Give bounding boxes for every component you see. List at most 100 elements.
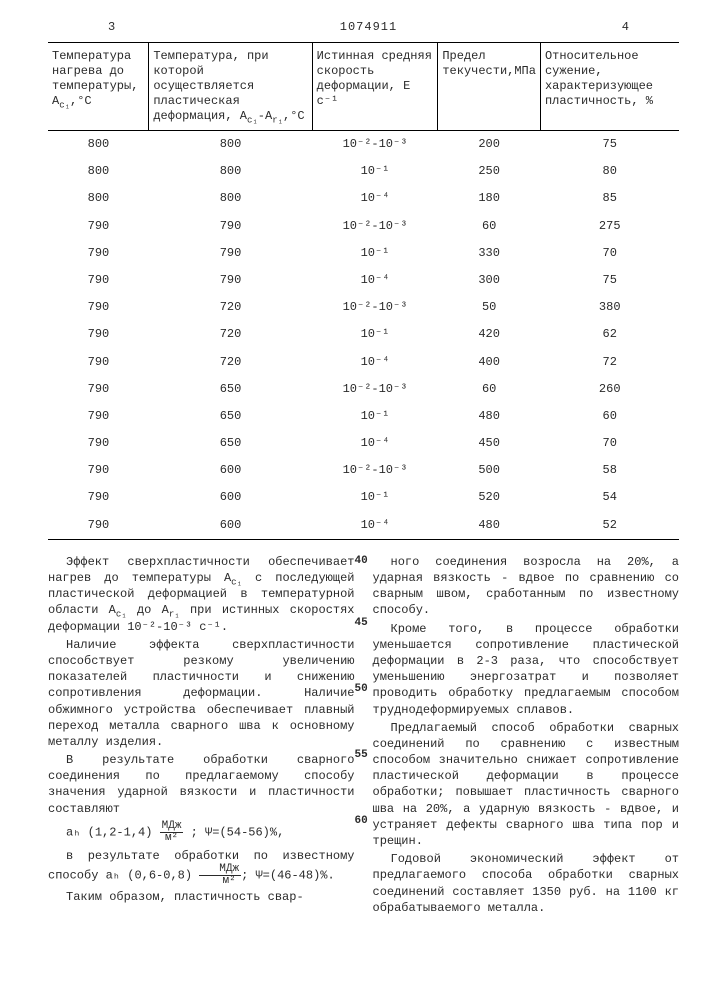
table-cell: 180	[438, 185, 541, 212]
table-cell: 80	[540, 158, 679, 185]
table-cell: 790	[48, 403, 149, 430]
table-cell: 330	[438, 240, 541, 267]
left-column: Эффект сверхпластичности обеспечивает на…	[48, 554, 355, 918]
table-cell: 790	[149, 240, 312, 267]
table-cell: 790	[48, 294, 149, 321]
table-cell: 60	[438, 376, 541, 403]
table-cell: 10⁻¹	[312, 484, 438, 511]
table-cell: 10⁻²-10⁻³	[312, 131, 438, 159]
paragraph: в результате обработки по известному спо…	[48, 848, 355, 887]
left-page-number: 3	[108, 20, 115, 34]
table-cell: 600	[149, 484, 312, 511]
table-cell: 790	[48, 430, 149, 457]
table-cell: 70	[540, 430, 679, 457]
table-cell: 600	[149, 457, 312, 484]
table-row: 80080010⁻⁴18085	[48, 185, 679, 212]
table-row: 79079010⁻²-10⁻³60275	[48, 213, 679, 240]
table-row: 79072010⁻²-10⁻³50380	[48, 294, 679, 321]
table-cell: 800	[48, 131, 149, 159]
table-header: Температура нагрева до температуры, Aс₁,…	[48, 43, 149, 131]
table-cell: 420	[438, 321, 541, 348]
table-cell: 790	[149, 267, 312, 294]
table-cell: 50	[438, 294, 541, 321]
table-cell: 800	[149, 185, 312, 212]
table-cell: 10⁻⁴	[312, 185, 438, 212]
table-row: 79060010⁻¹52054	[48, 484, 679, 511]
table-cell: 72	[540, 349, 679, 376]
table-cell: 520	[438, 484, 541, 511]
table-cell: 300	[438, 267, 541, 294]
table-cell: 720	[149, 294, 312, 321]
table-cell: 10⁻⁴	[312, 512, 438, 540]
table-cell: 10⁻¹	[312, 403, 438, 430]
right-column: 40 45 50 55 60 ного соединения возросла …	[373, 554, 680, 918]
patent-number: 1074911	[115, 20, 622, 34]
table-header: Предел текучести,МПа	[438, 43, 541, 131]
table-cell: 790	[48, 457, 149, 484]
table-cell: 790	[48, 484, 149, 511]
table-cell: 800	[48, 158, 149, 185]
table-cell: 800	[149, 158, 312, 185]
line-number: 40	[355, 554, 368, 569]
table-cell: 600	[149, 512, 312, 540]
table-cell: 10⁻²-10⁻³	[312, 213, 438, 240]
table-cell: 790	[48, 321, 149, 348]
table-cell: 200	[438, 131, 541, 159]
table-cell: 800	[149, 131, 312, 159]
table-cell: 260	[540, 376, 679, 403]
table-cell: 10⁻²-10⁻³	[312, 457, 438, 484]
paragraph: ного соединения возросла на 20%, а ударн…	[373, 554, 680, 619]
table-cell: 650	[149, 403, 312, 430]
body-text: Эффект сверхпластичности обеспечивает на…	[48, 554, 679, 918]
paragraph: Наличие эффекта сверхпластичности способ…	[48, 637, 355, 750]
table-row: 79060010⁻²-10⁻³50058	[48, 457, 679, 484]
table-cell: 480	[438, 403, 541, 430]
table-cell: 54	[540, 484, 679, 511]
table-cell: 500	[438, 457, 541, 484]
paragraph: Кроме того, в процессе обработки уменьша…	[373, 621, 680, 718]
table-cell: 480	[438, 512, 541, 540]
table-cell: 380	[540, 294, 679, 321]
table-cell: 790	[48, 267, 149, 294]
line-number: 45	[355, 616, 368, 631]
table-cell: 10⁻¹	[312, 158, 438, 185]
table-cell: 10⁻⁴	[312, 430, 438, 457]
table-row: 79072010⁻⁴40072	[48, 349, 679, 376]
table-row: 79079010⁻⁴30075	[48, 267, 679, 294]
table-cell: 790	[48, 349, 149, 376]
table-cell: 10⁻²-10⁻³	[312, 376, 438, 403]
table-cell: 250	[438, 158, 541, 185]
table-row: 79079010⁻¹33070	[48, 240, 679, 267]
table-header: Температура, при которой осуществляется …	[149, 43, 312, 131]
table-cell: 75	[540, 131, 679, 159]
table-row: 80080010⁻¹25080	[48, 158, 679, 185]
table-cell: 75	[540, 267, 679, 294]
table-cell: 10⁻²-10⁻³	[312, 294, 438, 321]
right-page-number: 4	[622, 20, 629, 34]
table-cell: 10⁻¹	[312, 321, 438, 348]
table-cell: 60	[438, 213, 541, 240]
line-number: 50	[355, 682, 368, 697]
table-header: Истинная средняя скорость деформации, Е …	[312, 43, 438, 131]
table-row: 79072010⁻¹42062	[48, 321, 679, 348]
table-cell: 275	[540, 213, 679, 240]
table-cell: 790	[48, 213, 149, 240]
paragraph: Предлагаемый способ обработки сварных со…	[373, 720, 680, 850]
table-row: 79060010⁻⁴48052	[48, 512, 679, 540]
table-cell: 790	[48, 512, 149, 540]
table-cell: 720	[149, 321, 312, 348]
line-number: 60	[355, 814, 368, 829]
paragraph: Таким образом, пластичность свар-	[48, 889, 355, 905]
table-cell: 58	[540, 457, 679, 484]
table-cell: 60	[540, 403, 679, 430]
table-cell: 70	[540, 240, 679, 267]
table-cell: 790	[48, 376, 149, 403]
table-cell: 790	[48, 240, 149, 267]
table-header: Относительное сужение, характеризующее п…	[540, 43, 679, 131]
table-cell: 720	[149, 349, 312, 376]
table-cell: 10⁻⁴	[312, 349, 438, 376]
table-cell: 650	[149, 430, 312, 457]
table-cell: 10⁻⁴	[312, 267, 438, 294]
table-cell: 10⁻¹	[312, 240, 438, 267]
formula: aₕ (1,2-1,4) МДжм² ; Ψ=(54-56)%,	[66, 821, 355, 844]
